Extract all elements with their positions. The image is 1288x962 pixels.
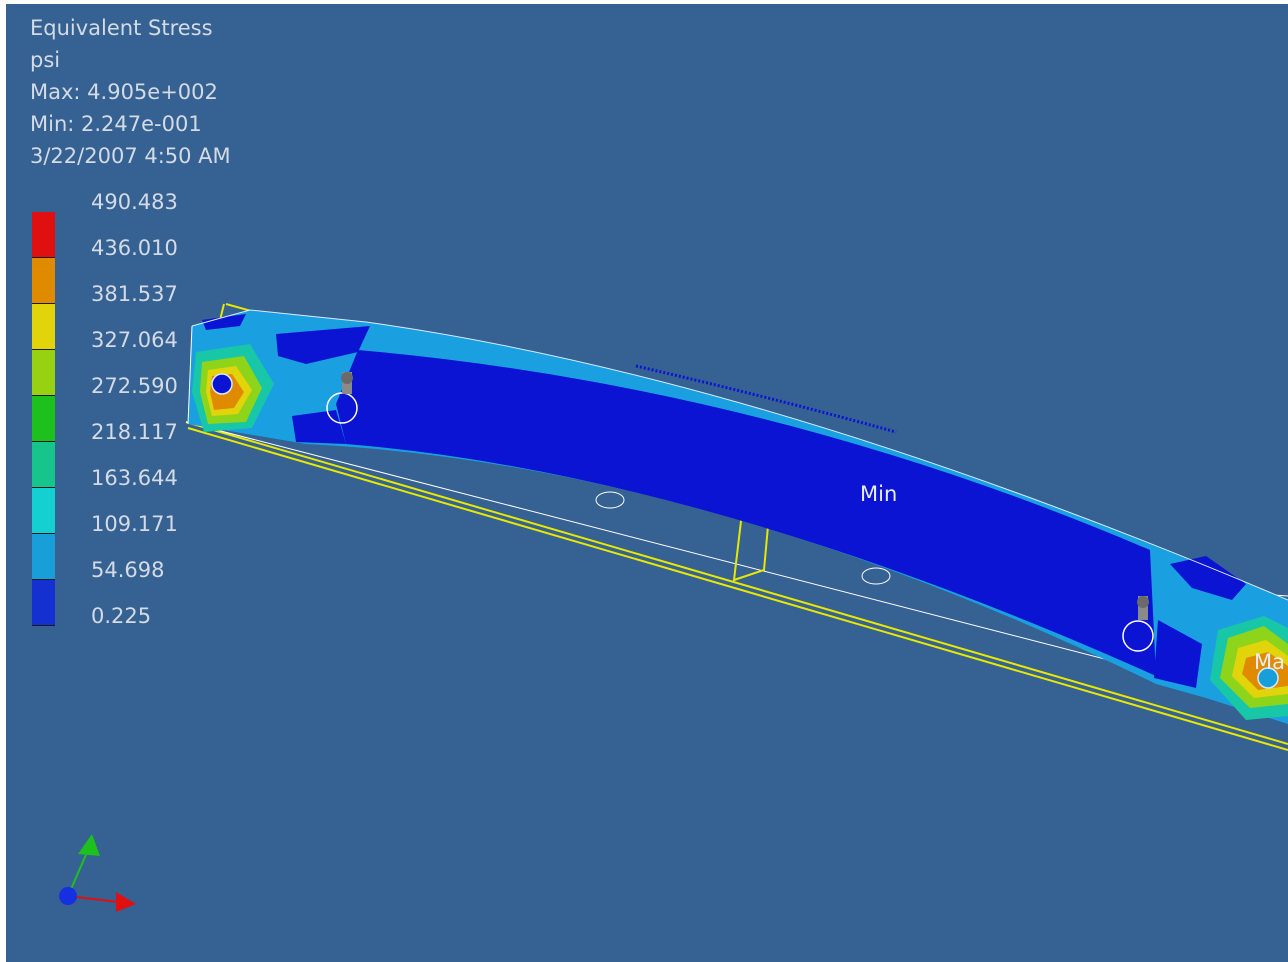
legend-swatch xyxy=(32,304,55,350)
legend-value: 381.537 xyxy=(91,282,178,306)
legend-value: 163.644 xyxy=(91,466,178,490)
legend-swatch xyxy=(32,488,55,534)
legend-value: 218.117 xyxy=(91,420,178,444)
legend-value: 272.590 xyxy=(91,374,178,398)
legend-swatch xyxy=(32,534,55,580)
model-scene[interactable] xyxy=(6,4,1288,962)
legend-value: 0.225 xyxy=(91,604,152,628)
result-max: Max: 4.905e+002 xyxy=(30,80,218,104)
pin-right xyxy=(1122,596,1154,652)
legend-value: 436.010 xyxy=(91,236,178,260)
result-title: Equivalent Stress xyxy=(30,16,213,40)
min-tag[interactable]: Min xyxy=(860,482,898,506)
result-timestamp: 3/22/2007 4:50 AM xyxy=(30,144,231,168)
max-tag[interactable]: Ma xyxy=(1254,650,1285,674)
legend-swatch xyxy=(32,258,55,304)
stress-contour-plot xyxy=(187,309,1288,724)
legend-swatch xyxy=(32,580,55,626)
z-axis xyxy=(59,887,77,905)
part-wireframe xyxy=(185,303,1288,751)
y-axis-arrow xyxy=(78,834,100,856)
legend-value: 490.483 xyxy=(91,190,178,214)
right-hotspot xyxy=(1210,616,1288,720)
result-min: Min: 2.247e-001 xyxy=(30,112,202,136)
coordinate-triad[interactable] xyxy=(59,834,136,912)
x-axis-arrow xyxy=(116,892,136,912)
legend-value: 109.171 xyxy=(91,512,178,536)
legend-swatch xyxy=(32,350,55,396)
graphics-viewport[interactable]: Equivalent Stress psi Max: 4.905e+002 Mi… xyxy=(6,4,1288,962)
legend-swatch xyxy=(32,212,55,258)
result-units: psi xyxy=(30,48,61,72)
left-hotspot xyxy=(192,344,274,432)
legend-value: 54.698 xyxy=(91,558,165,582)
pin-left xyxy=(326,372,358,424)
legend-value: 327.064 xyxy=(91,328,178,352)
legend-swatch xyxy=(32,442,55,488)
legend-swatch xyxy=(32,396,55,442)
